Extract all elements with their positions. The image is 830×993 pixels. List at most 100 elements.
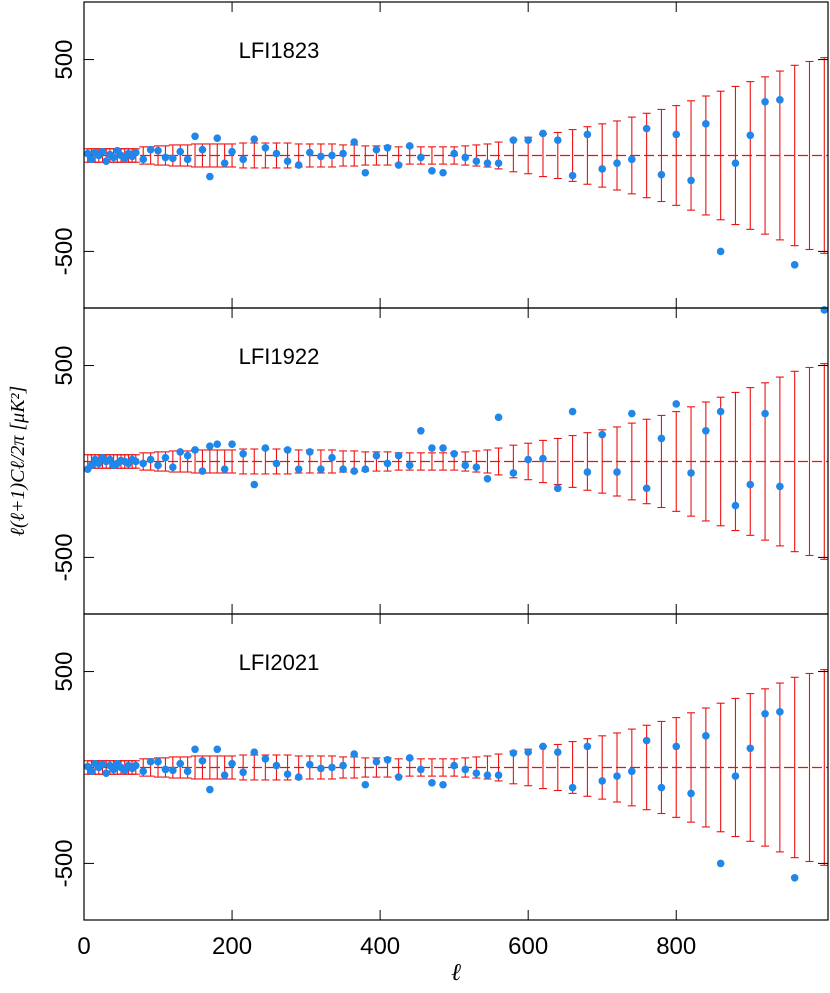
data-point bbox=[539, 454, 547, 463]
data-point bbox=[132, 761, 140, 770]
error-bar bbox=[191, 755, 200, 780]
data-point bbox=[272, 761, 281, 770]
panel-label: LFI1823 bbox=[239, 38, 320, 63]
data-point bbox=[198, 756, 207, 765]
data-point bbox=[439, 780, 447, 789]
data-point bbox=[146, 145, 155, 154]
data-point bbox=[176, 147, 185, 156]
data-point bbox=[702, 732, 710, 740]
error-bar bbox=[790, 370, 799, 553]
data-point bbox=[539, 129, 547, 138]
data-point bbox=[439, 444, 447, 452]
data-point bbox=[317, 465, 325, 473]
data-point bbox=[283, 157, 292, 166]
data-point bbox=[102, 157, 111, 166]
error-bar bbox=[205, 143, 214, 168]
error-bar bbox=[701, 707, 710, 828]
data-point bbox=[405, 754, 414, 762]
data-point bbox=[702, 120, 710, 128]
data-point bbox=[598, 165, 607, 173]
data-point bbox=[461, 153, 470, 162]
error-bar bbox=[672, 411, 681, 512]
error-bar bbox=[716, 90, 725, 221]
data-point bbox=[539, 742, 547, 751]
error-bar bbox=[761, 382, 770, 541]
data-point bbox=[228, 147, 236, 156]
data-point bbox=[239, 155, 247, 164]
data-point bbox=[339, 761, 347, 770]
error-bar bbox=[598, 735, 607, 800]
data-point bbox=[790, 873, 799, 882]
data-point bbox=[283, 770, 292, 778]
data-point bbox=[494, 413, 503, 422]
data-point bbox=[350, 750, 359, 758]
data-point bbox=[383, 459, 392, 468]
data-point bbox=[553, 484, 562, 493]
data-point bbox=[628, 767, 636, 776]
panel-label: LFI1922 bbox=[239, 344, 320, 369]
data-point bbox=[672, 742, 681, 751]
error-bar bbox=[613, 426, 622, 497]
data-point bbox=[568, 783, 577, 792]
error-bar bbox=[657, 108, 666, 203]
data-point bbox=[372, 757, 381, 766]
data-point bbox=[657, 783, 666, 792]
data-point bbox=[746, 480, 755, 489]
error-bar bbox=[613, 732, 622, 803]
error-bar bbox=[191, 143, 200, 168]
error-bar bbox=[494, 447, 503, 476]
data-point bbox=[261, 444, 270, 452]
error-bar bbox=[213, 755, 222, 780]
error-bar bbox=[228, 755, 237, 780]
data-point bbox=[776, 708, 784, 716]
data-point bbox=[383, 144, 392, 152]
data-point bbox=[509, 136, 518, 144]
data-point bbox=[106, 455, 114, 464]
error-bar bbox=[205, 755, 214, 780]
error-bar bbox=[731, 697, 740, 838]
data-point bbox=[394, 773, 403, 781]
data-point bbox=[461, 765, 470, 774]
data-point bbox=[220, 771, 229, 779]
error-bar bbox=[687, 712, 696, 823]
data-point bbox=[161, 765, 170, 774]
error-bar bbox=[746, 387, 755, 536]
data-point bbox=[483, 474, 492, 483]
data-point bbox=[220, 465, 229, 473]
error-bar bbox=[250, 142, 259, 169]
data-point bbox=[176, 448, 185, 456]
data-point bbox=[776, 482, 784, 491]
data-point bbox=[139, 459, 148, 468]
error-bar bbox=[657, 720, 666, 815]
data-point bbox=[328, 763, 336, 772]
data-point bbox=[176, 759, 185, 768]
data-point bbox=[191, 745, 199, 754]
data-point bbox=[213, 440, 222, 449]
data-point bbox=[642, 124, 651, 133]
data-point bbox=[583, 742, 592, 751]
error-bar bbox=[672, 717, 681, 818]
data-point bbox=[553, 748, 562, 756]
data-point bbox=[524, 455, 532, 464]
error-bar bbox=[716, 702, 725, 833]
data-point bbox=[272, 149, 281, 158]
data-point bbox=[198, 145, 207, 154]
data-point bbox=[461, 461, 470, 470]
data-point bbox=[417, 765, 425, 774]
data-point bbox=[494, 159, 503, 167]
data-point bbox=[109, 765, 118, 774]
x-tick-label: 0 bbox=[77, 933, 90, 960]
error-bar bbox=[805, 672, 814, 863]
data-point bbox=[394, 451, 403, 460]
data-point bbox=[383, 756, 392, 764]
error-bar bbox=[790, 676, 799, 859]
data-point bbox=[494, 771, 503, 779]
data-point bbox=[746, 744, 755, 753]
data-point bbox=[191, 132, 199, 141]
data-point bbox=[317, 764, 325, 773]
y-tick-label: -500 bbox=[51, 839, 78, 887]
error-bar bbox=[687, 100, 696, 211]
error-bar bbox=[361, 145, 370, 166]
error-bar bbox=[805, 60, 814, 251]
